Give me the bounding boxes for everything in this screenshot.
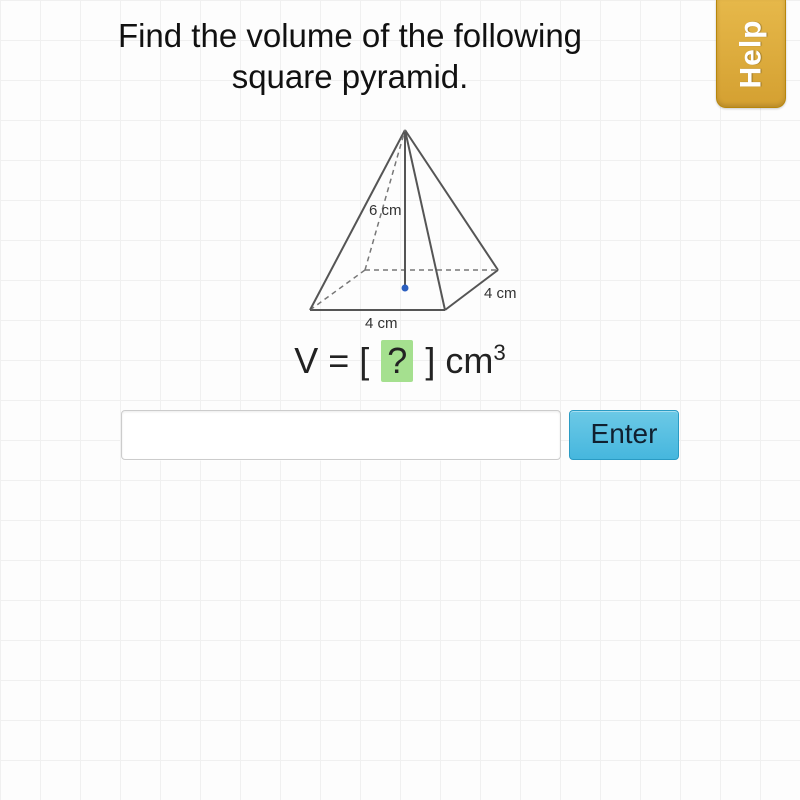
question-line-2: square pyramid. [232,58,469,95]
formula-unit-base: cm [435,340,493,381]
pyramid-svg: 6 cm 4 cm 4 cm [250,120,550,330]
enter-button-label: Enter [591,418,658,449]
formula-bracket-open: [ [359,340,379,381]
help-button[interactable]: Help [716,0,786,108]
base-left-dashed-edge [310,270,365,310]
pyramid-diagram: 6 cm 4 cm 4 cm [0,120,800,340]
width-label: 4 cm [365,315,398,330]
center-dot [402,285,409,292]
formula-lhs: V = [294,340,359,381]
lateral-edge-back-left-dashed [365,130,405,270]
lateral-edge-back-right [405,130,498,270]
formula-placeholder: ? [381,340,413,382]
formula-bracket-close: ] [415,340,435,381]
question-line-1: Find the volume of the following [118,17,582,54]
lateral-edge-front-left [310,130,405,310]
height-label: 6 cm [369,202,402,219]
question-text: Find the volume of the following square … [0,15,700,98]
volume-formula: V = [ ? ] cm3 [0,340,800,382]
depth-label: 4 cm [484,285,517,302]
answer-row: Enter [0,410,800,460]
help-button-label: Help [734,19,768,88]
formula-unit-exp: 3 [493,340,505,365]
lateral-edge-front-right [405,130,445,310]
enter-button[interactable]: Enter [569,410,679,460]
answer-input[interactable] [121,410,561,460]
